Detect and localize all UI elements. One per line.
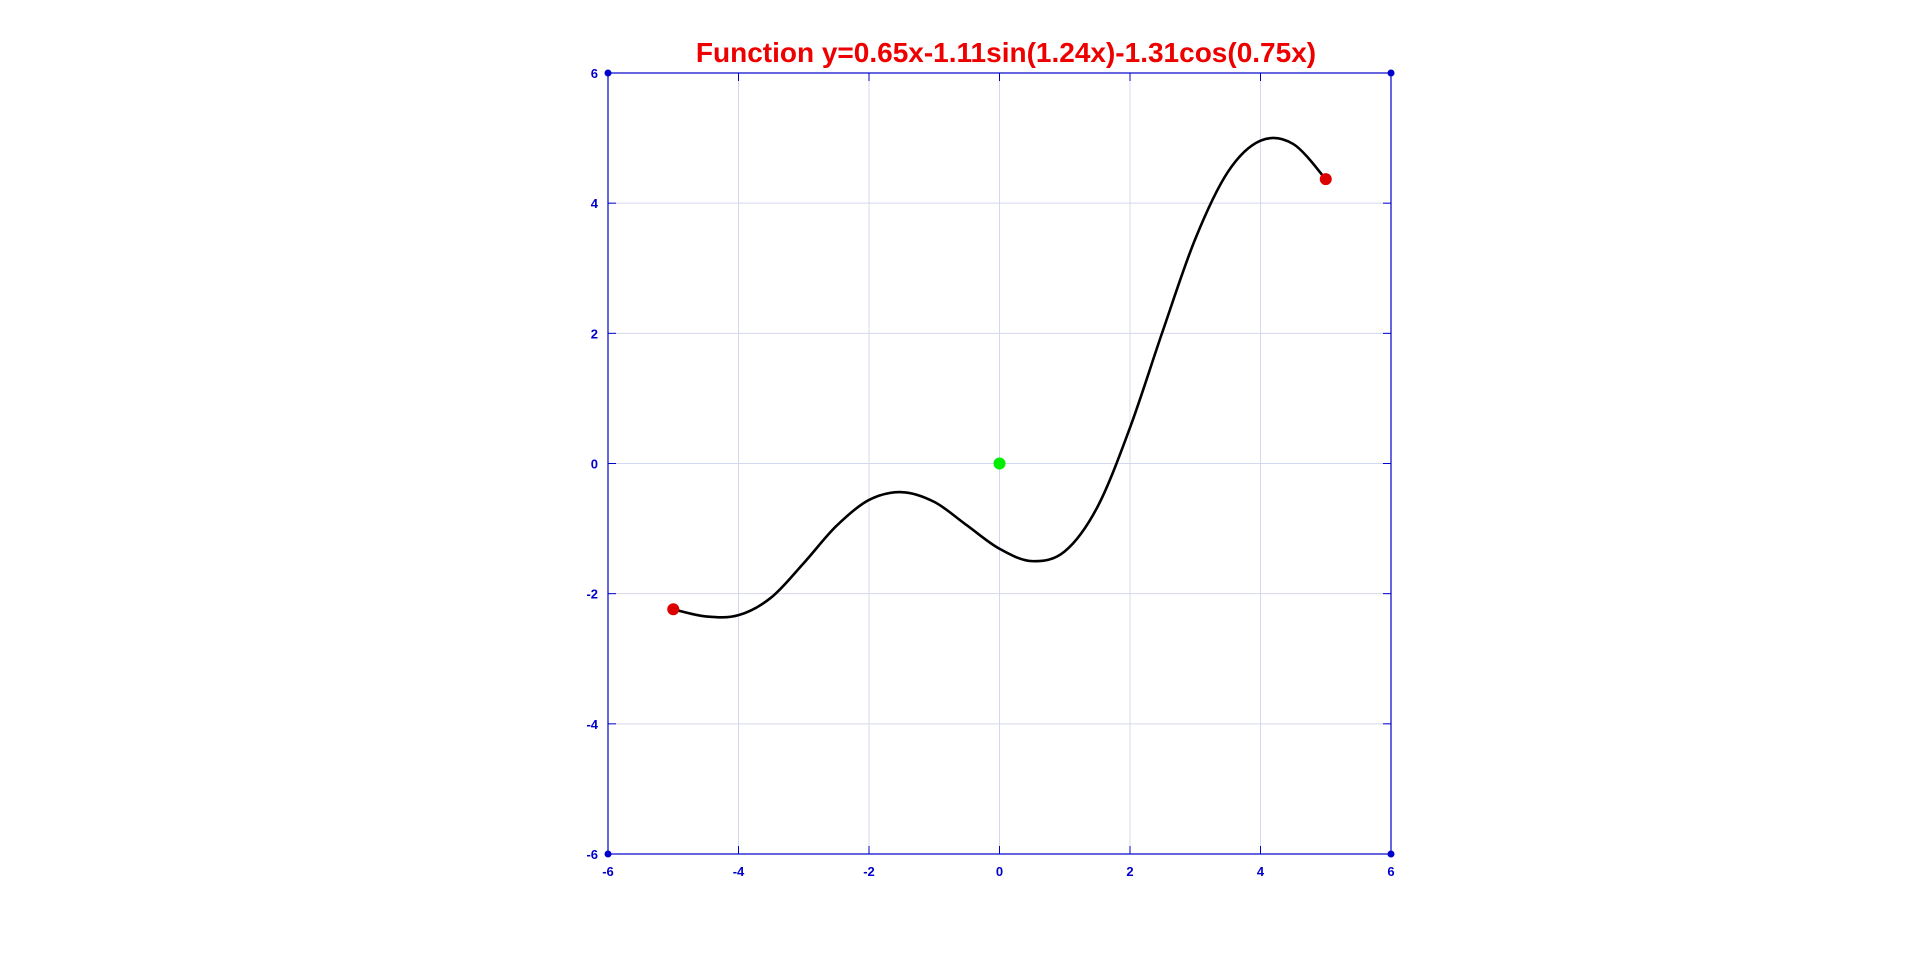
- plot-border: [607, 72, 1392, 855]
- x-tick-label: 0: [996, 864, 1003, 879]
- corner-dot: [604, 69, 612, 77]
- origin-point: [993, 457, 1006, 470]
- start-point: [667, 603, 680, 616]
- tick-labels: -6 -4 -2 0 2 4 6 -6 -4 -2 0 2 4 6: [586, 66, 1394, 879]
- x-tick-label: 6: [1387, 864, 1394, 879]
- y-tick-label: -2: [586, 587, 598, 602]
- plot-frame: [604, 69, 1395, 858]
- corner-dot: [1387, 850, 1395, 858]
- x-tick-label: 2: [1126, 864, 1133, 879]
- x-tick-label: 4: [1257, 864, 1265, 879]
- function-curve: [671, 136, 1328, 619]
- x-tick-label: -2: [863, 864, 875, 879]
- axis-ticks: [608, 73, 1391, 854]
- y-tick-label: 2: [591, 326, 598, 341]
- y-tick-label: 4: [591, 196, 599, 211]
- x-tick-label: -6: [602, 864, 614, 879]
- series-layer: [671, 136, 1328, 619]
- y-tick-label: 6: [591, 66, 598, 81]
- points-layer: [667, 173, 1332, 616]
- x-tick-label: -4: [733, 864, 745, 879]
- y-tick-label: -4: [586, 717, 598, 732]
- chart-title: Function y=0.65x-1.11sin(1.24x)-1.31cos(…: [696, 37, 1316, 68]
- corner-dot: [604, 850, 612, 858]
- y-tick-label: 0: [591, 457, 598, 472]
- corner-dot: [1387, 69, 1395, 77]
- y-tick-label: -6: [586, 847, 598, 862]
- grid-lines: [608, 73, 1391, 854]
- end-point: [1319, 173, 1332, 186]
